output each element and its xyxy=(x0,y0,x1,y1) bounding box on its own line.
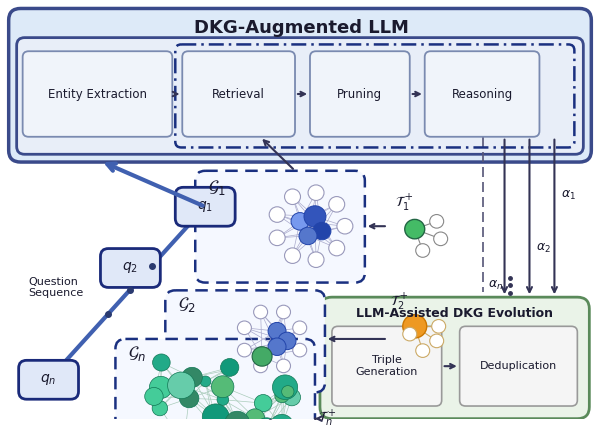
Circle shape xyxy=(416,344,430,357)
Text: Question
Sequence: Question Sequence xyxy=(29,276,84,298)
Circle shape xyxy=(200,376,211,387)
Circle shape xyxy=(293,343,306,357)
Circle shape xyxy=(275,389,289,402)
Circle shape xyxy=(430,215,444,228)
Text: $\mathcal{T}_2^+$: $\mathcal{T}_2^+$ xyxy=(389,292,408,313)
Circle shape xyxy=(433,232,448,246)
Circle shape xyxy=(152,354,170,371)
Circle shape xyxy=(285,189,300,205)
Text: $\mathcal{T}_1^+$: $\mathcal{T}_1^+$ xyxy=(395,192,413,214)
Text: $\mathcal{G}_1$: $\mathcal{G}_1$ xyxy=(208,178,226,197)
Text: $q_1$: $q_1$ xyxy=(197,199,213,214)
Text: $q_n$: $q_n$ xyxy=(40,372,57,387)
Circle shape xyxy=(225,411,250,430)
FancyBboxPatch shape xyxy=(332,326,442,406)
FancyBboxPatch shape xyxy=(166,290,325,393)
Circle shape xyxy=(403,327,417,341)
Circle shape xyxy=(293,321,306,335)
Circle shape xyxy=(252,347,272,366)
FancyBboxPatch shape xyxy=(310,51,410,137)
Circle shape xyxy=(299,227,317,245)
Circle shape xyxy=(273,375,297,399)
Circle shape xyxy=(268,322,286,340)
Text: Retrieval: Retrieval xyxy=(213,88,265,101)
Circle shape xyxy=(237,343,252,357)
Circle shape xyxy=(255,394,272,412)
FancyBboxPatch shape xyxy=(23,51,172,137)
Circle shape xyxy=(416,244,430,257)
FancyBboxPatch shape xyxy=(101,249,160,287)
Circle shape xyxy=(313,222,331,240)
Circle shape xyxy=(283,389,300,406)
Circle shape xyxy=(253,305,268,319)
Circle shape xyxy=(282,386,294,398)
Circle shape xyxy=(430,334,444,348)
Circle shape xyxy=(268,338,286,356)
Circle shape xyxy=(403,315,427,338)
Circle shape xyxy=(405,219,425,239)
Text: LLM-Assisted DKG Evolution: LLM-Assisted DKG Evolution xyxy=(356,307,553,320)
Text: $\mathcal{G}_n$: $\mathcal{G}_n$ xyxy=(128,344,147,363)
Circle shape xyxy=(237,321,252,335)
Circle shape xyxy=(308,252,324,267)
Circle shape xyxy=(270,415,294,430)
Text: DKG-Augmented LLM: DKG-Augmented LLM xyxy=(194,19,408,37)
FancyBboxPatch shape xyxy=(17,38,583,154)
Circle shape xyxy=(179,389,199,408)
Circle shape xyxy=(278,332,296,350)
Circle shape xyxy=(276,305,291,319)
Circle shape xyxy=(220,359,239,376)
FancyBboxPatch shape xyxy=(425,51,539,137)
Circle shape xyxy=(144,387,163,405)
Text: Entity Extraction: Entity Extraction xyxy=(48,88,147,101)
Circle shape xyxy=(308,185,324,200)
Text: $q_2$: $q_2$ xyxy=(122,261,138,276)
Text: Deduplication: Deduplication xyxy=(480,361,557,371)
Circle shape xyxy=(337,218,353,234)
FancyBboxPatch shape xyxy=(8,9,591,162)
FancyBboxPatch shape xyxy=(320,297,589,419)
Circle shape xyxy=(329,240,345,256)
Circle shape xyxy=(202,404,229,430)
Text: $\alpha_n$: $\alpha_n$ xyxy=(488,279,503,292)
FancyBboxPatch shape xyxy=(116,339,315,430)
Circle shape xyxy=(235,423,262,430)
Circle shape xyxy=(329,197,345,212)
Circle shape xyxy=(217,394,229,405)
Circle shape xyxy=(285,248,300,264)
Circle shape xyxy=(291,212,309,230)
Circle shape xyxy=(167,372,195,399)
Circle shape xyxy=(223,365,233,375)
Circle shape xyxy=(149,376,172,399)
Text: $\mathcal{T}_n^+$: $\mathcal{T}_n^+$ xyxy=(318,408,336,429)
Text: $\alpha_1$: $\alpha_1$ xyxy=(562,188,576,202)
FancyBboxPatch shape xyxy=(19,360,78,399)
FancyBboxPatch shape xyxy=(195,171,365,283)
Circle shape xyxy=(246,409,265,428)
Circle shape xyxy=(182,367,202,387)
FancyBboxPatch shape xyxy=(175,187,235,226)
Circle shape xyxy=(152,401,167,416)
Circle shape xyxy=(253,359,268,373)
Circle shape xyxy=(269,207,285,222)
Text: $\alpha_2$: $\alpha_2$ xyxy=(536,242,551,255)
Circle shape xyxy=(203,416,225,430)
Text: Reasoning: Reasoning xyxy=(452,88,513,101)
Text: Pruning: Pruning xyxy=(337,88,382,101)
Circle shape xyxy=(276,359,291,373)
Text: $\mathcal{G}_2$: $\mathcal{G}_2$ xyxy=(178,295,196,314)
FancyBboxPatch shape xyxy=(182,51,295,137)
Text: Triple
Generation: Triple Generation xyxy=(356,355,418,377)
Circle shape xyxy=(211,376,234,398)
Circle shape xyxy=(269,230,285,246)
FancyBboxPatch shape xyxy=(460,326,577,406)
Circle shape xyxy=(432,319,445,333)
Circle shape xyxy=(304,206,326,227)
Circle shape xyxy=(255,418,278,430)
